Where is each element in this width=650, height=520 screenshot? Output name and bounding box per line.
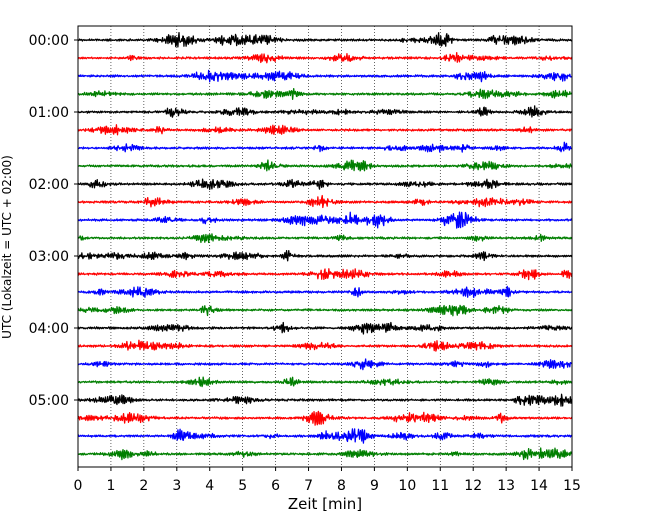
seismic-trace bbox=[77, 69, 573, 83]
seismic-trace bbox=[77, 105, 573, 118]
seismic-trace bbox=[77, 159, 573, 172]
x-tick-label: 15 bbox=[563, 478, 581, 494]
seismic-trace bbox=[77, 233, 573, 244]
seismic-trace bbox=[77, 428, 573, 444]
x-tick-label: 11 bbox=[431, 478, 449, 494]
x-tick-label: 5 bbox=[238, 478, 247, 494]
seismic-trace bbox=[77, 211, 573, 229]
x-tick-label: 12 bbox=[464, 478, 482, 494]
x-tick-label: 9 bbox=[370, 478, 379, 494]
seismic-trace bbox=[77, 447, 573, 461]
seismic-trace bbox=[77, 250, 573, 262]
seismic-trace bbox=[77, 52, 573, 64]
y-tick-label: 05:00 bbox=[29, 393, 69, 409]
x-axis: 0 1 2 3 4 5 6 7 8 9 10 11 12 13 14 15 bbox=[74, 467, 581, 494]
seismic-trace bbox=[77, 178, 573, 191]
seismic-trace bbox=[77, 376, 573, 388]
y-tick-label: 03:00 bbox=[29, 249, 69, 265]
seismic-trace bbox=[77, 358, 573, 371]
x-tick-label: 7 bbox=[304, 478, 313, 494]
x-tick-label: 13 bbox=[497, 478, 515, 494]
seismic-trace bbox=[77, 304, 573, 317]
seismic-trace bbox=[77, 87, 573, 100]
seismic-trace bbox=[77, 393, 573, 407]
x-tick-label: 6 bbox=[271, 478, 280, 494]
x-tick-label: 14 bbox=[530, 478, 548, 494]
x-axis-title: Zeit [min] bbox=[288, 495, 362, 513]
plot-frame bbox=[77, 25, 573, 468]
seismic-trace bbox=[77, 32, 573, 48]
seismic-trace bbox=[77, 410, 573, 426]
y-tick-label: 02:00 bbox=[29, 177, 69, 193]
trace-layer bbox=[77, 32, 573, 461]
y-tick-label: 04:00 bbox=[29, 321, 69, 337]
seismic-trace bbox=[77, 124, 573, 136]
grid-layer bbox=[110, 26, 540, 467]
y-tick-label: 01:00 bbox=[29, 105, 69, 121]
x-tick-label: 4 bbox=[205, 478, 214, 494]
x-tick-label: 8 bbox=[337, 478, 346, 494]
seismic-trace bbox=[77, 285, 573, 299]
x-tick-label: 10 bbox=[398, 478, 416, 494]
seismic-trace bbox=[77, 141, 573, 153]
seismic-trace bbox=[77, 194, 573, 209]
seismic-trace bbox=[77, 321, 573, 335]
seismic-trace bbox=[77, 268, 573, 281]
x-tick-label: 1 bbox=[106, 478, 115, 494]
y-tick-label: 00:00 bbox=[29, 33, 69, 49]
y-axis-title: UTC (Lokalzeit = UTC + 02:00) bbox=[0, 155, 14, 339]
y-axis: 00:00 01:00 02:00 03:00 04:00 05:00 bbox=[29, 33, 78, 409]
x-tick-label: 2 bbox=[139, 478, 148, 494]
x-tick-label: 0 bbox=[74, 478, 83, 494]
seismic-trace bbox=[77, 339, 573, 352]
x-tick-label: 3 bbox=[172, 478, 181, 494]
